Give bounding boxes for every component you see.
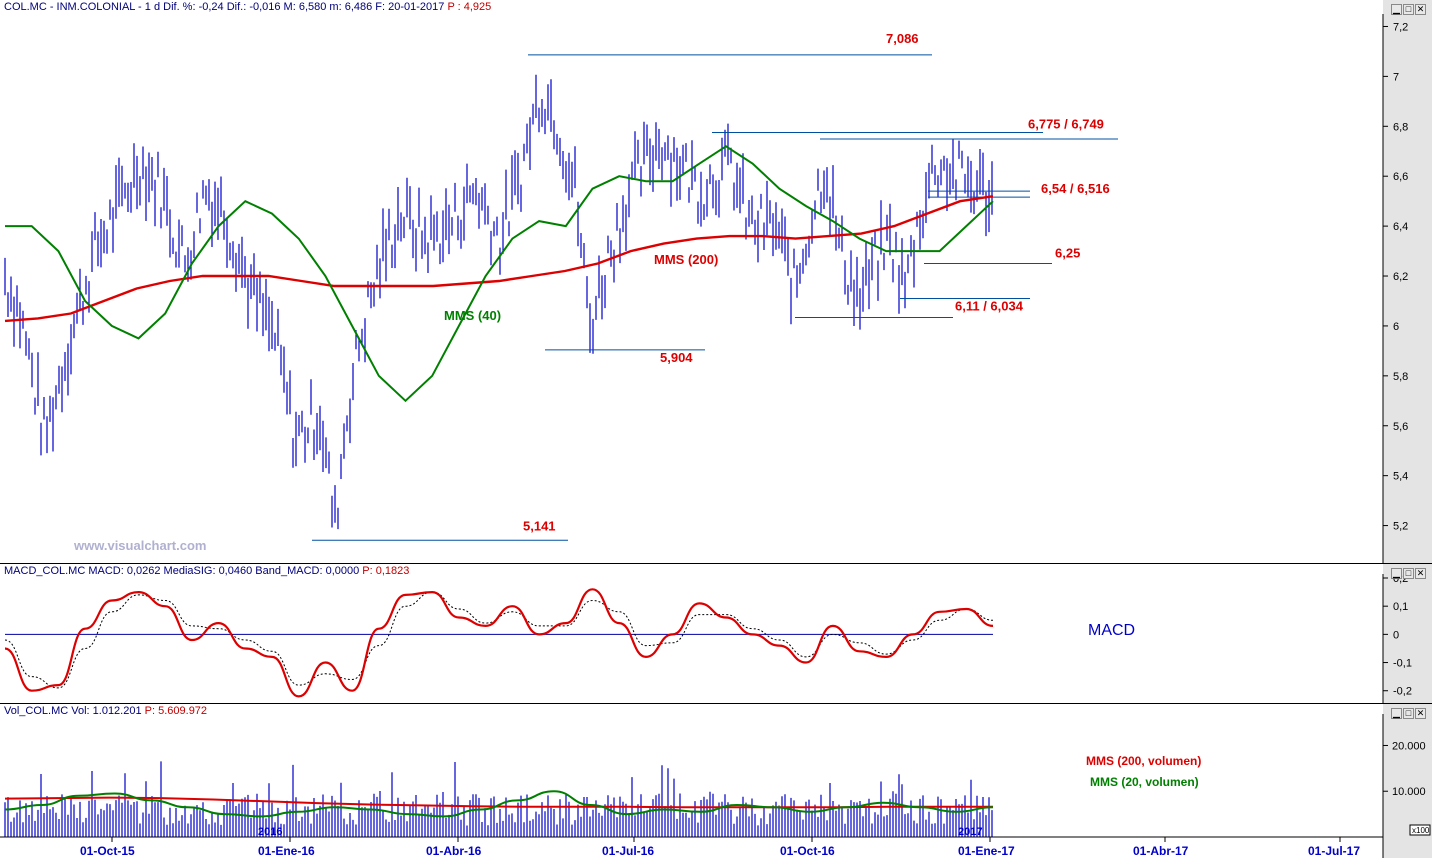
price-header-p: P : 4,925 bbox=[447, 1, 492, 13]
macd-collapse-button[interactable]: ▁ bbox=[1391, 568, 1402, 579]
price-header-ticker: COL.MC - INM.COLONIAL - 1 d bbox=[4, 1, 161, 13]
price-y-tick-label: 6 bbox=[1393, 321, 1399, 333]
volume-year-2017: 2017 bbox=[958, 826, 982, 838]
volume-panel: Vol_COL.MC Vol: 1.012.201 P: 5.609.972 1… bbox=[0, 703, 1432, 858]
price-y-tick-label: 5,8 bbox=[1393, 371, 1408, 383]
macd-y-tick-label: 0 bbox=[1393, 629, 1399, 641]
price-y-tick-label: 6,8 bbox=[1393, 121, 1408, 133]
macd-y-tick-label: -0,2 bbox=[1393, 686, 1412, 698]
x-tick-label: 01-Jul-16 bbox=[602, 844, 654, 858]
price-y-tick-label: 5,2 bbox=[1393, 521, 1408, 533]
volume-close-button[interactable]: ✕ bbox=[1415, 708, 1426, 719]
price-y-tick-label: 5,4 bbox=[1393, 471, 1408, 483]
watermark: www.visualchart.com bbox=[73, 538, 206, 553]
macd-panel: MACD_COL.MC MACD: 0,0262 MediaSIG: 0,046… bbox=[0, 563, 1432, 704]
mms40-label: MMS (40) bbox=[444, 308, 501, 323]
macd-y-tick-label: 0,1 bbox=[1393, 601, 1408, 613]
volume-header: Vol_COL.MC Vol: 1.012.201 P: 5.609.972 bbox=[4, 705, 207, 717]
x-tick-label: 01-Jul-17 bbox=[1308, 844, 1360, 858]
mms200-line bbox=[4, 195, 994, 323]
volume-legend-200: MMS (200, volumen) bbox=[1086, 754, 1201, 768]
price-y-tick-label: 6,2 bbox=[1393, 271, 1408, 283]
x-tick-label: 01-Abr-17 bbox=[1133, 844, 1189, 858]
volume-year-2016: 2016 bbox=[258, 826, 282, 838]
price-y-tick-label: 5,6 bbox=[1393, 421, 1408, 433]
macd-maximize-button[interactable]: □ bbox=[1403, 568, 1414, 579]
price-header-stats: Dif. %: -0,24 Dif.: -0,016 M: 6,580 m: 6… bbox=[163, 1, 445, 13]
macd-signal-line bbox=[4, 591, 994, 689]
macd-line bbox=[4, 588, 994, 698]
volume-y-tick-label: 20.000 bbox=[1392, 740, 1426, 752]
price-panel: COL.MC - INM.COLONIAL - 1 d Dif. %: -0,2… bbox=[0, 0, 1432, 563]
macd-header-values: MACD_COL.MC MACD: 0,0262 MediaSIG: 0,046… bbox=[4, 565, 360, 577]
volume-header-values: Vol_COL.MC Vol: 1.012.201 bbox=[4, 705, 142, 717]
volume-scale-badge: x100 bbox=[1412, 826, 1430, 835]
level-label: 6,25 bbox=[1055, 246, 1080, 261]
macd-axis-bg bbox=[1383, 564, 1432, 704]
mms200-label: MMS (200) bbox=[654, 252, 718, 267]
x-tick-label: 01-Oct-15 bbox=[80, 844, 135, 858]
price-chart[interactable]: 5,2 5,4 5,6 5,8 6 6,2 6,4 6,6 6,8 7 7,2 7,086 6,775… bbox=[0, 0, 1432, 563]
price-maximize-button[interactable]: □ bbox=[1403, 4, 1414, 15]
volume-header-p: P: 5.609.972 bbox=[144, 705, 208, 717]
price-y-tick-label: 6,6 bbox=[1393, 171, 1408, 183]
x-tick-label: 01-Ene-17 bbox=[958, 844, 1015, 858]
price-collapse-button[interactable]: ▁ bbox=[1391, 4, 1402, 15]
volume-legend-20: MMS (20, volumen) bbox=[1090, 775, 1199, 789]
x-tick-label: 01-Oct-16 bbox=[780, 844, 835, 858]
price-header: COL.MC - INM.COLONIAL - 1 d Dif. %: -0,2… bbox=[4, 1, 491, 13]
volume-bars bbox=[4, 761, 993, 837]
macd-header-p: P: 0,1823 bbox=[362, 565, 410, 577]
volume-chart[interactable]: 10.000 20.000 MMS (200, volumen) MMS (20,… bbox=[0, 704, 1432, 858]
level-label: 6,54 / 6,516 bbox=[1041, 181, 1110, 196]
macd-close-button[interactable]: ✕ bbox=[1415, 568, 1426, 579]
price-y-tick-label: 7 bbox=[1393, 71, 1399, 83]
level-label: 5,904 bbox=[660, 350, 693, 365]
volume-collapse-button[interactable]: ▁ bbox=[1391, 708, 1402, 719]
macd-label: MACD bbox=[1088, 622, 1135, 639]
price-y-tick-label: 7,2 bbox=[1393, 21, 1408, 33]
volume-mms20-line bbox=[4, 790, 994, 818]
volume-mms200-line bbox=[4, 796, 993, 809]
volume-y-tick-label: 10.000 bbox=[1392, 786, 1426, 798]
price-close-button[interactable]: ✕ bbox=[1415, 4, 1426, 15]
mms40-line bbox=[5, 145, 994, 403]
macd-header: MACD_COL.MC MACD: 0,0262 MediaSIG: 0,046… bbox=[4, 565, 409, 577]
level-label: 7,086 bbox=[886, 31, 919, 46]
level-label: 6,11 / 6,034 bbox=[955, 298, 1024, 313]
x-tick-label: 01-Ene-16 bbox=[258, 844, 315, 858]
level-label: 6,775 / 6,749 bbox=[1028, 117, 1104, 132]
price-y-tick-label: 6,4 bbox=[1393, 221, 1408, 233]
macd-chart[interactable]: -0,2-0,100,10,2 MACD bbox=[0, 564, 1432, 704]
volume-scale-badge-box bbox=[1409, 824, 1431, 836]
level-label: 5,141 bbox=[523, 518, 556, 533]
macd-y-tick-label: -0,1 bbox=[1393, 658, 1412, 670]
volume-maximize-button[interactable]: □ bbox=[1403, 708, 1414, 719]
price-ohlc-bars bbox=[4, 74, 993, 530]
x-tick-label: 01-Abr-16 bbox=[426, 844, 482, 858]
price-axis-bg bbox=[1383, 0, 1432, 563]
